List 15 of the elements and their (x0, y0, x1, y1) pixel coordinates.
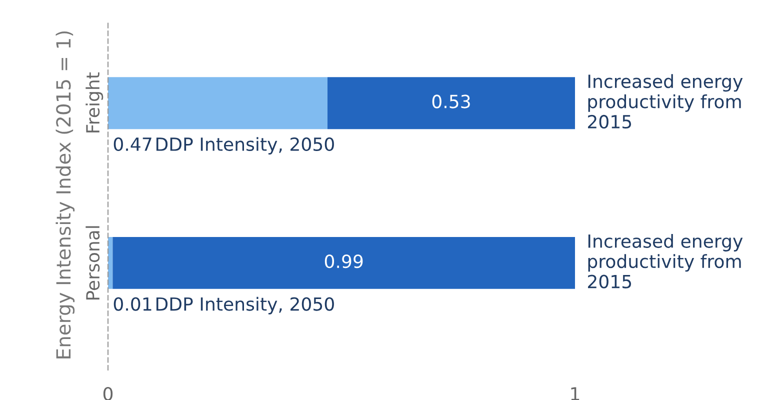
data-label: 0.47 (114, 137, 152, 152)
bar (112, 236, 575, 289)
data-label: 0.99 (324, 254, 363, 268)
series-label: Increased energy productivity from 2015 (588, 74, 743, 129)
series-label: DDP Intensity, 2050 (156, 137, 334, 155)
text: Increased energy productivity from 2015 (588, 234, 743, 288)
bar (108, 77, 328, 130)
y-tick-label: Freight (86, 72, 104, 132)
y-tick-label: Personal (86, 226, 100, 300)
bar (327, 77, 575, 130)
data-label: 0.01 (114, 297, 152, 311)
data-label: 0.53 (432, 94, 470, 108)
text: DDP Intensity, 2050 (156, 296, 334, 314)
x-tick-label: 1 (571, 387, 580, 400)
y-axis-title: Energy Intensity Index (2015 = 1) (56, 31, 75, 358)
